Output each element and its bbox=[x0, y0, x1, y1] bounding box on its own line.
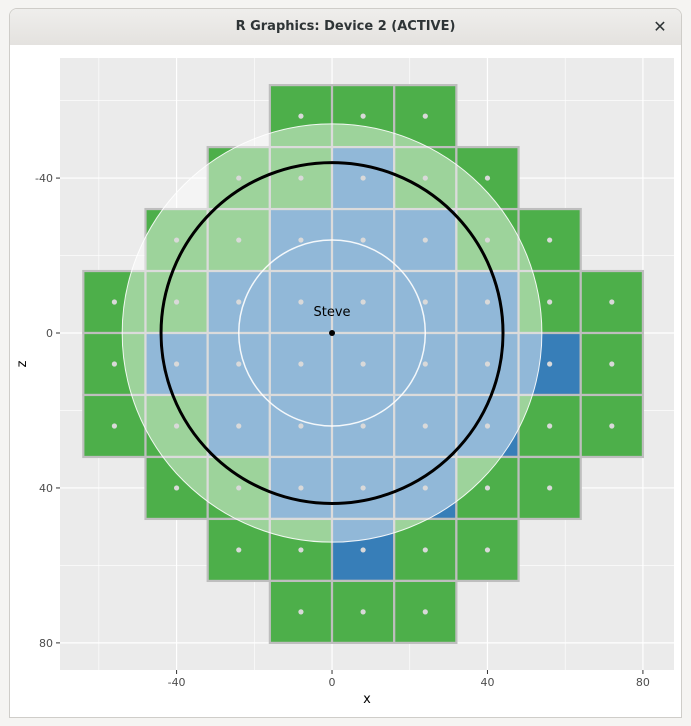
tile-center-point bbox=[360, 361, 366, 367]
z-tick-label: -40 bbox=[35, 172, 53, 185]
tile-center-point bbox=[173, 299, 180, 305]
plot-canvas: Steve -40 0 40 80 -40 0 40 80 x z bbox=[10, 45, 681, 717]
tile-center-point bbox=[547, 299, 553, 305]
z-tick-label: 80 bbox=[39, 637, 53, 650]
tile-center-point bbox=[422, 485, 428, 491]
x-tick-label: 0 bbox=[329, 676, 336, 689]
tile-center-point bbox=[236, 485, 242, 491]
close-button[interactable]: ✕ bbox=[649, 16, 671, 38]
z-tick-label: 40 bbox=[39, 482, 53, 495]
tile-center-point bbox=[298, 299, 304, 305]
range-circle bbox=[238, 239, 427, 427]
tile-center-point bbox=[236, 299, 242, 305]
close-icon: ✕ bbox=[653, 17, 667, 36]
tile-center-point bbox=[236, 361, 242, 367]
player-point bbox=[329, 330, 336, 337]
tile-center-point bbox=[484, 175, 491, 181]
tile-center-point bbox=[298, 361, 304, 367]
render-distance-circle bbox=[159, 161, 505, 505]
tile-center-point bbox=[422, 113, 428, 119]
tile-center-point bbox=[173, 237, 180, 243]
tile-center-point bbox=[422, 237, 428, 243]
tile-center-point bbox=[360, 485, 366, 491]
tile-center-point bbox=[360, 175, 366, 181]
tile-center-point bbox=[547, 485, 553, 491]
tile-center-point bbox=[298, 175, 304, 181]
tile-center-point bbox=[236, 547, 242, 553]
x-axis-title: x bbox=[363, 692, 371, 707]
tile-center-point bbox=[422, 423, 428, 429]
tile-center-point bbox=[547, 237, 553, 243]
tile-center-point bbox=[422, 547, 428, 553]
chunk-tile bbox=[393, 393, 458, 459]
chunk-tile bbox=[579, 331, 645, 397]
tile-center-point bbox=[173, 423, 180, 429]
tile-center-point bbox=[609, 299, 615, 305]
tile-center-point bbox=[173, 485, 180, 491]
tile-center-point bbox=[609, 423, 615, 429]
x-tick-label: 80 bbox=[636, 676, 650, 689]
tile-center-point bbox=[484, 423, 491, 429]
tile-center-point bbox=[111, 299, 118, 305]
tile-center-point bbox=[111, 361, 118, 367]
tile-center-point bbox=[360, 113, 366, 119]
tile-center-point bbox=[484, 361, 491, 367]
tile-center-point bbox=[609, 361, 615, 367]
title-bar[interactable]: R Graphics: Device 2 (ACTIVE) ✕ bbox=[10, 9, 681, 46]
tile-plot: Steve -40 0 40 80 -40 0 40 80 x z bbox=[15, 58, 674, 707]
tile-center-point bbox=[547, 361, 553, 367]
tile-center-point bbox=[484, 547, 491, 553]
tile-center-point bbox=[422, 299, 428, 305]
tile-center-point bbox=[360, 299, 366, 305]
tile-center-point bbox=[360, 547, 366, 553]
tile-center-point bbox=[111, 423, 118, 429]
tile-center-point bbox=[484, 299, 491, 305]
window-title: R Graphics: Device 2 (ACTIVE) bbox=[235, 19, 456, 34]
tile-center-point bbox=[236, 175, 242, 181]
tile-center-point bbox=[422, 175, 428, 181]
tile-center-point bbox=[484, 485, 491, 491]
tile-center-point bbox=[236, 237, 242, 243]
tile-center-point bbox=[236, 423, 242, 429]
tile-center-point bbox=[298, 113, 304, 119]
tile-center-point bbox=[298, 609, 304, 615]
tile-center-point bbox=[298, 485, 304, 491]
tile-center-point bbox=[298, 237, 304, 243]
x-tick-label: 40 bbox=[480, 676, 494, 689]
chunk-tile bbox=[393, 579, 458, 644]
tile-center-point bbox=[173, 361, 180, 367]
z-axis-title: z bbox=[15, 360, 30, 367]
z-tick-label: 0 bbox=[46, 327, 53, 340]
graphics-window: R Graphics: Device 2 (ACTIVE) ✕ Steve -40… bbox=[9, 8, 682, 718]
tile-center-point bbox=[547, 423, 553, 429]
tile-center-point bbox=[360, 423, 366, 429]
tile-center-point bbox=[422, 609, 428, 615]
x-tick-label: -40 bbox=[168, 676, 186, 689]
tile-center-point bbox=[484, 237, 491, 243]
tile-center-point bbox=[360, 609, 366, 615]
tile-center-point bbox=[298, 423, 304, 429]
player-label: Steve bbox=[314, 305, 351, 320]
tile-center-point bbox=[422, 361, 428, 367]
tile-center-point bbox=[298, 547, 304, 553]
tile-center-point bbox=[360, 237, 366, 243]
